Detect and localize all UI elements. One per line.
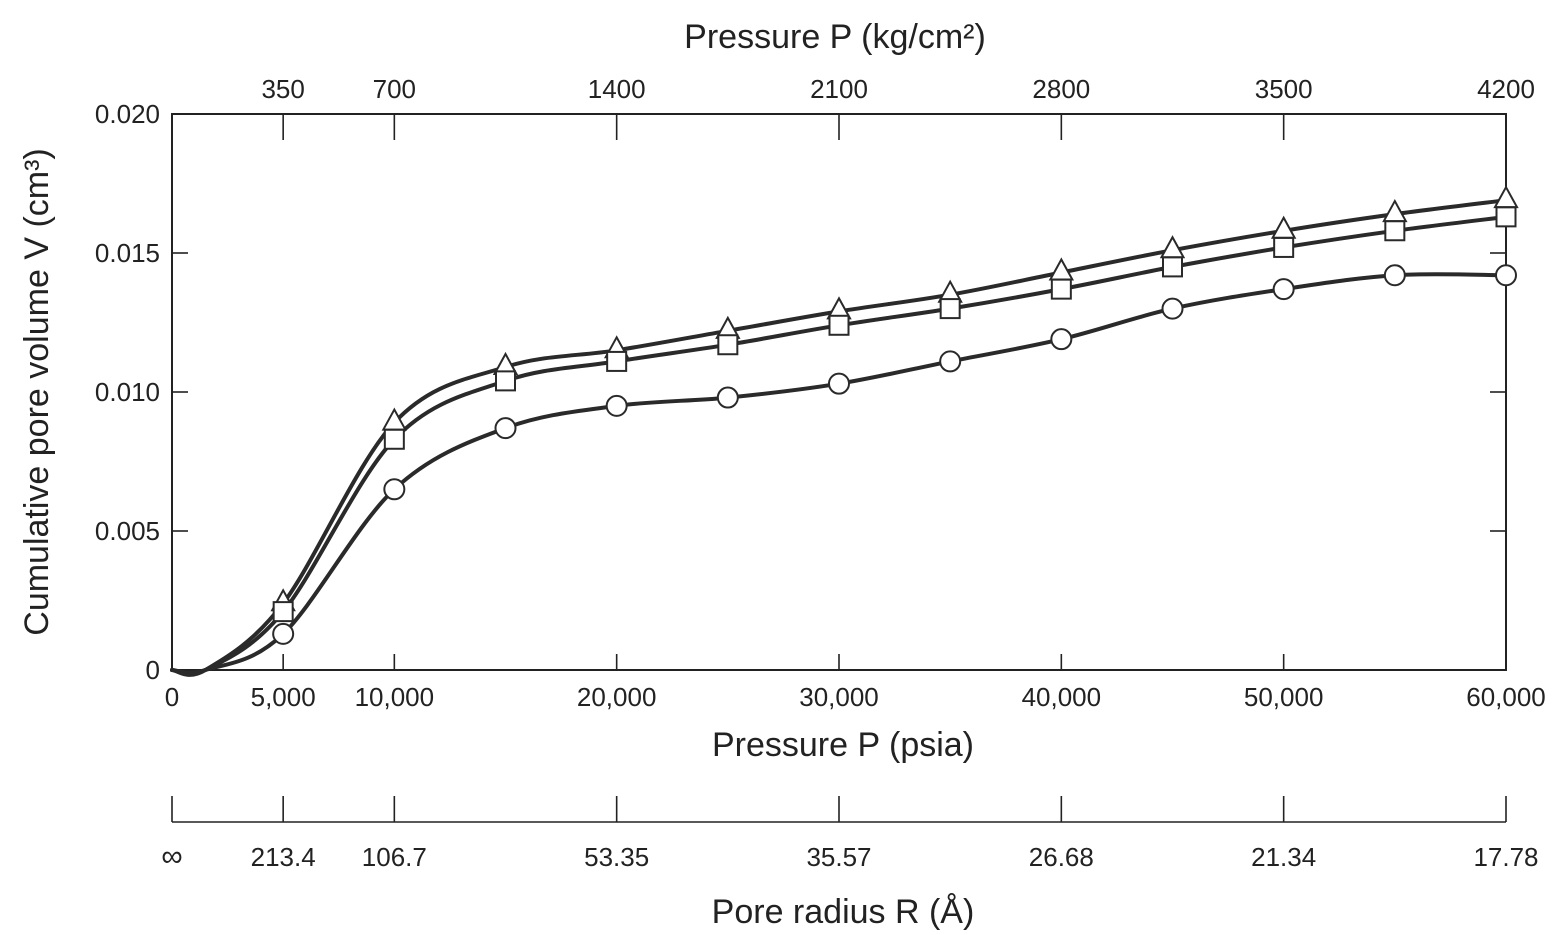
data-point-square — [606, 350, 628, 372]
x-axis: 0 5,000 10,000 20,000 30,000 40,000 50,000 60,0… — [165, 654, 1546, 712]
y-axis: 0 0.005 0.010 0.015 0.020 — [95, 99, 1506, 685]
top-tick-label: 2800 — [1032, 74, 1090, 104]
data-point-square — [495, 370, 516, 392]
data-point-circle — [939, 350, 962, 373]
data-point-circle — [605, 394, 628, 417]
data-point-square — [1495, 206, 1517, 228]
x-axis-title: Pressure P (psia) — [712, 726, 974, 764]
data-point-circle — [1495, 264, 1517, 287]
y-tick-label: 0.020 — [95, 99, 160, 129]
data-point-circle — [1050, 328, 1073, 351]
radius-tick-label: 35.57 — [806, 842, 871, 872]
series-line-circle — [170, 272, 1508, 675]
data-point-square — [1273, 236, 1295, 258]
radius-tick-label: 21.34 — [1251, 842, 1316, 872]
data-point-square — [939, 298, 961, 320]
y-tick-label: 0.015 — [95, 238, 160, 268]
x-tick-label: 5,000 — [251, 682, 316, 712]
x-tick-label: 10,000 — [355, 682, 435, 712]
y-tick-label: 0.010 — [95, 377, 160, 407]
data-point-square — [1162, 256, 1183, 278]
data-point-circle — [272, 622, 295, 645]
radius-tick-label: 17.78 — [1473, 842, 1538, 872]
top-pressure-axis: 350 700 1400 2100 2800 3500 4200 — [261, 74, 1535, 140]
top-tick-label: 1400 — [588, 74, 646, 104]
radius-tick-label: 106.7 — [362, 842, 427, 872]
x-tick-label: 0 — [165, 682, 179, 712]
data-point-square — [1384, 220, 1406, 242]
y-tick-label: 0 — [146, 655, 160, 685]
data-point-square — [272, 601, 294, 623]
y-axis-title: Cumulative pore volume V (cm³) — [18, 148, 56, 635]
x-tick-label: 20,000 — [577, 682, 657, 712]
top-tick-label: 350 — [261, 74, 304, 104]
radius-tick-label: 26.68 — [1029, 842, 1094, 872]
data-point-square — [1050, 278, 1072, 300]
radius-tick-label: 53.35 — [584, 842, 649, 872]
x-tick-label: 30,000 — [799, 682, 879, 712]
data-point-square — [828, 314, 850, 336]
data-point-circle — [494, 417, 517, 440]
radius-tick-label: ∞ — [161, 840, 182, 873]
radius-tick-label: 213.4 — [251, 842, 316, 872]
top-axis-title: Pressure P (kg/cm²) — [684, 18, 986, 56]
data-point-square — [717, 334, 739, 356]
top-tick-label: 3500 — [1255, 74, 1313, 104]
data-point-circle — [383, 478, 406, 501]
data-point-triangle — [1493, 185, 1519, 209]
data-point-square — [383, 428, 405, 450]
radius-axis-title: Pore radius R (Å) — [712, 893, 975, 931]
y-tick-label: 0.005 — [95, 516, 160, 546]
data-point-circle — [1272, 278, 1295, 301]
data-point-circle — [1161, 297, 1184, 320]
x-tick-label: 50,000 — [1244, 682, 1324, 712]
data-point-circle — [1383, 264, 1406, 287]
x-tick-label: 60,000 — [1466, 682, 1546, 712]
x-tick-label: 40,000 — [1022, 682, 1102, 712]
pore-radius-axis: ∞ 213.4 106.7 53.35 35.57 26.68 21.34 17.78 — [161, 796, 1539, 873]
series-layer — [170, 185, 1519, 677]
top-tick-label: 2100 — [810, 74, 868, 104]
top-tick-label: 700 — [373, 74, 416, 104]
data-point-circle — [828, 372, 850, 395]
data-point-circle — [716, 386, 739, 409]
series-line-triangle — [170, 198, 1508, 677]
top-tick-label: 4200 — [1477, 74, 1535, 104]
series-line-square — [170, 214, 1508, 677]
